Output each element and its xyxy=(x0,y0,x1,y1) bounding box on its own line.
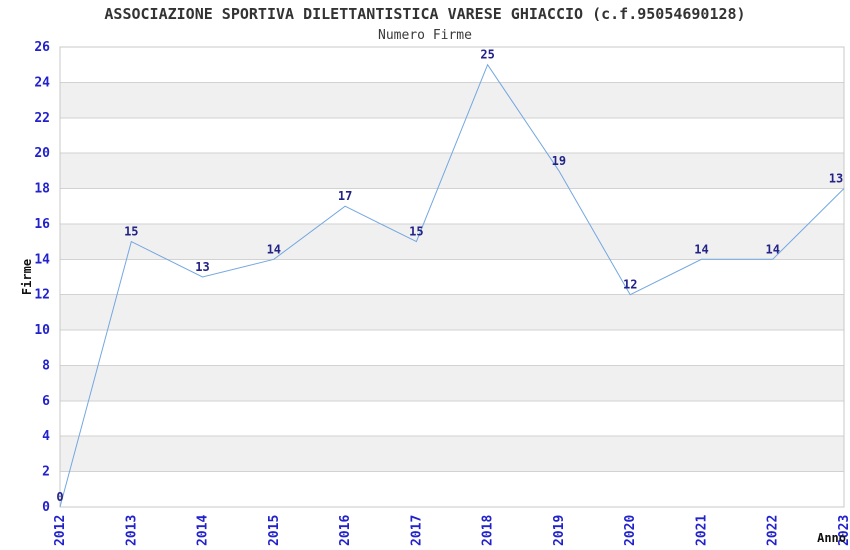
data-label: 14 xyxy=(765,242,779,256)
y-tick: 24 xyxy=(34,75,50,90)
y-tick: 22 xyxy=(34,111,50,126)
y-tick: 18 xyxy=(34,182,50,197)
y-tick: 26 xyxy=(34,40,50,55)
x-tick: 2014 xyxy=(196,515,211,546)
y-tick: 16 xyxy=(34,217,50,232)
y-tick: 6 xyxy=(42,394,50,409)
x-axis-ticks: 2012 2013 2014 2015 2016 2017 2018 2019 2020 2021… xyxy=(53,515,850,546)
x-tick: 2013 xyxy=(124,515,139,546)
y-axis-label: Firme xyxy=(20,259,34,295)
band xyxy=(60,82,844,118)
gridlines xyxy=(60,81,844,473)
y-tick: 12 xyxy=(34,288,50,303)
band xyxy=(60,365,844,401)
chart-subtitle: Numero Firme xyxy=(378,28,472,43)
band xyxy=(60,153,844,189)
data-label: 12 xyxy=(623,278,637,292)
data-label: 19 xyxy=(552,154,566,168)
data-labels: 0 15 13 14 17 15 25 19 12 14 14 13 xyxy=(56,48,843,504)
x-axis-label: Anno xyxy=(817,531,846,545)
x-tick: 2018 xyxy=(481,515,496,546)
chart-title: ASSOCIAZIONE SPORTIVA DILETTANTISTICA VA… xyxy=(104,5,745,23)
data-label: 25 xyxy=(480,48,494,62)
data-label: 14 xyxy=(694,242,708,256)
y-tick: 0 xyxy=(42,500,50,515)
x-tick: 2022 xyxy=(766,515,781,546)
x-tick: 2012 xyxy=(53,515,68,546)
x-tick: 2021 xyxy=(695,515,710,546)
x-tick: 2015 xyxy=(267,515,282,546)
x-tick: 2019 xyxy=(552,515,567,546)
data-label: 14 xyxy=(267,242,281,256)
data-label: 15 xyxy=(124,225,138,239)
y-tick: 20 xyxy=(34,146,50,161)
band xyxy=(60,294,844,331)
data-label: 13 xyxy=(829,172,843,186)
data-label: 13 xyxy=(195,260,209,274)
data-label: 15 xyxy=(409,225,423,239)
data-line xyxy=(59,63,845,508)
x-tick: 2023 xyxy=(837,515,850,546)
data-label: 17 xyxy=(338,189,352,203)
x-tick: 2020 xyxy=(623,515,638,546)
y-tick: 4 xyxy=(42,429,50,444)
y-tick: 2 xyxy=(42,465,50,480)
x-tick: 2017 xyxy=(409,515,424,546)
data-label: 0 xyxy=(56,490,63,504)
band xyxy=(60,223,844,260)
y-tick: 14 xyxy=(34,252,50,267)
plot-border xyxy=(59,46,845,508)
plot-bands xyxy=(60,82,844,472)
band xyxy=(60,436,844,472)
x-tick: 2016 xyxy=(338,515,353,546)
y-tick: 8 xyxy=(42,359,50,374)
y-tick: 10 xyxy=(34,323,50,338)
